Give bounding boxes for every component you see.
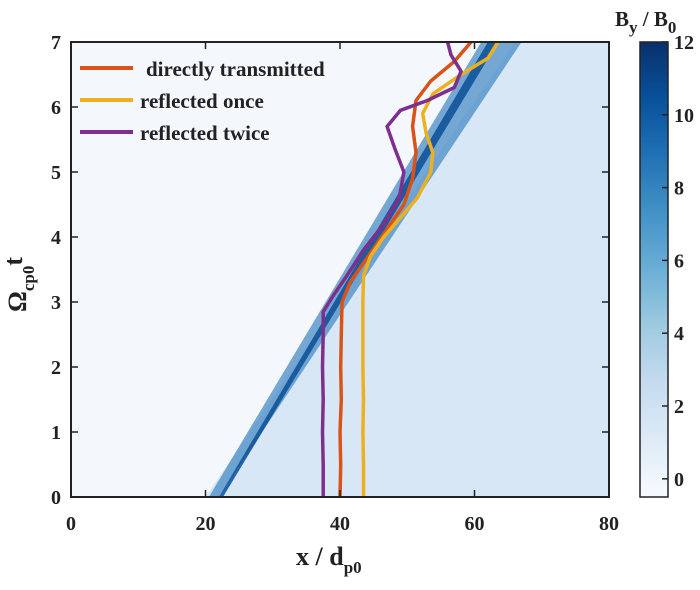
trajectory-lines bbox=[320, 42, 500, 497]
x-tick-label: 0 bbox=[66, 513, 76, 535]
legend-label-reflected-twice: reflected twice bbox=[140, 121, 270, 145]
colorbar-label-mid: / B bbox=[638, 7, 668, 31]
y-axis-label: Ωcp0t bbox=[0, 257, 38, 312]
colorbar-tick-label: 2 bbox=[674, 396, 684, 418]
x-tick-label: 80 bbox=[599, 513, 619, 535]
colorbar-label: By / B0 bbox=[615, 7, 676, 37]
y-tick-label: 0 bbox=[51, 487, 61, 509]
y-tick-label: 6 bbox=[51, 97, 61, 119]
y-tick-label: 2 bbox=[51, 357, 61, 379]
downstream-region bbox=[205, 42, 609, 497]
x-axis-label: x / dp0 bbox=[296, 542, 362, 577]
colorbar-label-sub2: 0 bbox=[668, 18, 677, 37]
y-axis-label-tail: t bbox=[0, 257, 28, 266]
legend-label-directly-transmitted: directly transmitted bbox=[146, 57, 325, 81]
y-tick-label: 4 bbox=[51, 227, 61, 249]
colorbar-tick-label: 12 bbox=[674, 32, 694, 54]
colorbar-tick-label: 4 bbox=[674, 323, 684, 345]
colorbar-tick-label: 0 bbox=[674, 469, 684, 491]
legend-label-reflected-once: reflected once bbox=[140, 89, 264, 113]
y-tick-label: 5 bbox=[51, 162, 61, 184]
x-tick-label: 60 bbox=[465, 513, 485, 535]
y-tick-label: 7 bbox=[51, 32, 61, 54]
y-tick-label: 3 bbox=[51, 292, 61, 314]
colorbar-ticks: 0 2 4 6 8 10 12 bbox=[662, 32, 694, 491]
series-line-directly-transmitted bbox=[338, 42, 473, 497]
x-axis-label-sub: p0 bbox=[344, 558, 362, 577]
colorbar-tick-label: 6 bbox=[674, 250, 684, 272]
series-line-reflected-twice bbox=[320, 42, 463, 497]
colorbar-label-sub1: y bbox=[629, 18, 638, 37]
y-axis-label-base: Ω bbox=[3, 291, 32, 312]
x-axis: 0 20 40 60 80 bbox=[66, 42, 619, 535]
legend: directly transmitted reflected once refl… bbox=[80, 57, 325, 145]
colorbar-tick-label: 8 bbox=[674, 178, 684, 200]
y-axis: 0 1 2 3 4 5 6 7 bbox=[51, 32, 609, 509]
x-axis-label-base: x / d bbox=[296, 542, 344, 571]
colorbar-tick-label: 10 bbox=[674, 105, 694, 127]
colorbar bbox=[639, 41, 669, 498]
plot-area bbox=[71, 42, 609, 497]
x-tick-label: 20 bbox=[196, 513, 216, 535]
y-tick-label: 1 bbox=[51, 422, 61, 444]
colorbar-label-b: B bbox=[615, 7, 629, 31]
y-axis-label-sub: cp0 bbox=[19, 266, 38, 292]
x-tick-label: 40 bbox=[330, 513, 350, 535]
